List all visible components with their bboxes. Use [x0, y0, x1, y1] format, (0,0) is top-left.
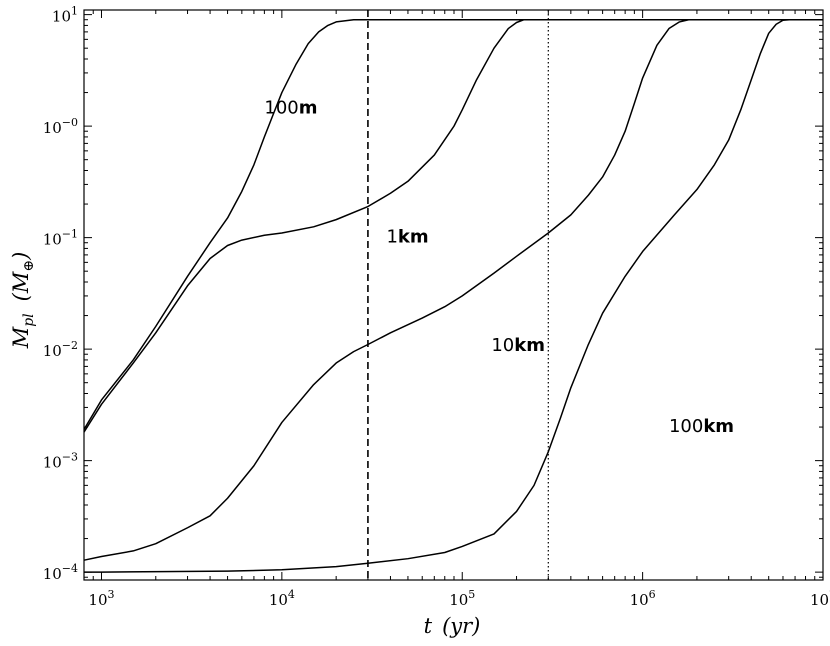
curve-label-1km: 1km [386, 227, 428, 248]
series-line-1km [83, 18, 823, 433]
y-tick-label: 10−1 [43, 228, 78, 249]
x-tick-label: 107 [810, 588, 830, 609]
curve-labels: 100m 1km 10km 100km [264, 97, 734, 437]
x-tick-label: 105 [449, 588, 475, 609]
series-line-100m [83, 18, 823, 430]
x-tick-label: 103 [88, 588, 114, 609]
x-tick-label: 104 [269, 588, 295, 609]
plot-content [83, 10, 823, 580]
curve-label-100km: 100km [669, 416, 734, 437]
series-line-100km [84, 18, 823, 573]
curve-label-100m: 100m [264, 97, 317, 118]
y-tick-label: 10−0 [43, 116, 78, 137]
axis-ticks [83, 10, 824, 580]
y-tick-label: 101 [52, 5, 78, 26]
series-line-10km [83, 18, 823, 561]
y-tick-label: 10−3 [43, 451, 78, 472]
x-axis-label: t (yr) [424, 614, 481, 638]
x-tick-label: 106 [630, 588, 656, 609]
y-tick-label: 10−2 [43, 339, 78, 360]
axis-tick-labels: 103 104 105 106 107 10−4 10−3 10−2 10−1 10−0 101 [43, 5, 830, 609]
y-tick-label: 10−4 [43, 562, 78, 583]
y-axis-label: Mpl(M⊕) [9, 252, 37, 350]
curve-label-10km: 10km [491, 335, 545, 356]
